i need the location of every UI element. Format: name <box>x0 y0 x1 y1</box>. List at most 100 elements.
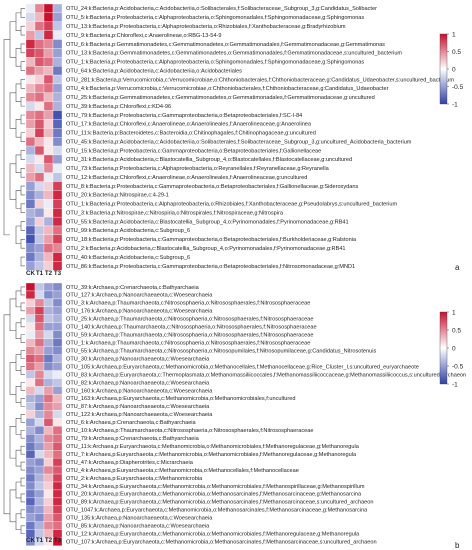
heatmap-cell <box>52 338 63 347</box>
heatmap-cell <box>25 154 36 164</box>
colorbar <box>439 311 448 385</box>
heatmap-cell <box>34 66 45 76</box>
colorbar-tick-label: -0.5 <box>452 364 464 371</box>
heatmap-cell <box>52 386 63 395</box>
heatmap-cell <box>52 330 63 339</box>
heatmap-cell <box>52 442 63 451</box>
row-label: OTU_17:k:Bacteria,p:Chloroflexi,c:Anaero… <box>66 122 312 128</box>
heatmap-cell <box>34 57 45 67</box>
heatmap-cell <box>25 442 36 451</box>
heatmap-cell <box>34 39 45 49</box>
row-label: OTU_140:k:Archaea,p:Thaumarchaeota,c:Nit… <box>66 325 317 331</box>
row-label: OTU_13:k:Bacteria,p:Gemmatimonadetes,c:G… <box>66 51 402 57</box>
row-label: OTU_87:k:Archaea,p:Nanoarchaeaeota,c:Woe… <box>66 404 210 410</box>
heatmap-cell <box>52 137 63 147</box>
colorbar-tick-label: -1 <box>452 102 458 109</box>
heatmap-cell <box>25 346 36 355</box>
row-label: OTU_7:k:Archaea,p:Euryarchaeota,c:Methan… <box>66 452 357 458</box>
heatmap-cell <box>34 489 45 499</box>
heatmap-cell <box>43 394 54 403</box>
heatmap-cell <box>52 39 63 49</box>
heatmap-cell <box>34 83 45 93</box>
row-label: OTU_107:k:Archaea,p:Euryarchaeota,c:Meth… <box>66 540 377 546</box>
heatmap-cell <box>25 199 36 209</box>
row-label: OTU_34:k:Archaea,p:Euryarchaeota,c:Metha… <box>66 484 365 490</box>
heatmap-cell <box>52 450 63 459</box>
row-label: OTU_12:k:Bacteria,p:Chloroflexi,c:Anaero… <box>66 175 307 181</box>
heatmap-cell <box>34 354 45 363</box>
heatmap-cell <box>34 243 45 253</box>
heatmap-cell <box>52 199 63 209</box>
heatmap-cell <box>34 74 45 85</box>
heatmap-cell <box>52 154 63 164</box>
heatmap-cell <box>34 101 45 111</box>
heatmap-cell <box>52 216 63 227</box>
heatmap-cell <box>52 282 63 292</box>
heatmap-cell <box>25 92 36 102</box>
heatmap-cell <box>34 314 45 323</box>
heatmap-cell <box>34 434 45 443</box>
heatmap-cell <box>43 252 54 262</box>
heatmap-cell <box>25 181 36 191</box>
heatmap-cell <box>25 234 36 244</box>
heatmap-cell <box>34 128 45 138</box>
heatmap-cell <box>52 346 63 355</box>
heatmap-cell <box>25 322 36 331</box>
row-label: OTU_6:k:Archaea,p:Crenarchaeota,c:Bathya… <box>66 420 197 426</box>
heatmap-cell <box>34 12 45 22</box>
row-label: OTU_64:k:Bacteria,p:Acidobacteria,c:Acid… <box>66 68 242 74</box>
colorbar-tick-label: 0 <box>452 67 456 74</box>
colorbar-tick-label: 0.5 <box>452 328 461 335</box>
heatmap-cell <box>34 137 45 147</box>
heatmap-cell <box>52 434 63 443</box>
heatmap-cell <box>25 66 36 76</box>
row-label: OTU_2:k:Bacteria,p:Acidobacteria,c:Blast… <box>66 246 346 252</box>
heatmap-cell <box>25 101 36 111</box>
heatmap-panel-a: OTU_24:k:Bacteria,p:Acidobacteria,c:Acid… <box>3 3 464 277</box>
heatmap-cell <box>34 92 45 102</box>
column-label: T3 <box>54 270 62 277</box>
row-label: OTU_13:k:Bacteria,p:Proteobacteria,c:Alp… <box>66 24 346 30</box>
heatmap-cell <box>34 481 45 491</box>
heatmap-cell <box>43 216 54 227</box>
heatmap-cell <box>43 57 54 67</box>
row-label: OTU_10:k:Archaea,p:Thaumarchaeota,c:Nitr… <box>66 428 314 434</box>
row-label: OTU_8:k:Bacteria,p:Proteobacteria,c:Gamm… <box>66 184 358 190</box>
heatmap-cell <box>43 21 54 31</box>
column-label: CK <box>26 537 35 544</box>
heatmap-cell <box>25 362 36 371</box>
row-label: OTU_122:k:Archaea,p:Nanoarchaeaeota,c:Wo… <box>66 412 213 418</box>
heatmap-cell <box>43 314 54 323</box>
heatmap-cell <box>52 362 63 371</box>
heatmap-cell <box>25 489 36 499</box>
heatmap-cell <box>34 290 45 300</box>
heatmap-cell <box>52 370 63 379</box>
heatmap-cell <box>52 489 63 499</box>
heatmap-cell <box>25 330 36 339</box>
heatmap-cell <box>34 163 45 173</box>
colorbar-tick-label: 0 <box>452 346 456 353</box>
row-label: OTU_82:k:Archaea,p:Nanoarchaeaeota,c:Woe… <box>66 380 210 386</box>
heatmap-cell <box>52 57 63 67</box>
heatmap-cell <box>43 513 54 522</box>
heatmap-cell <box>43 410 54 419</box>
column-label: T2 <box>45 270 53 277</box>
row-label: OTU_3:k:Archaea,p:Thaumarchaeota,c:Nitro… <box>66 301 310 307</box>
heatmap-cell <box>25 505 36 514</box>
heatmap-cell <box>34 410 45 419</box>
heatmap-cell <box>34 418 45 427</box>
heatmap-cell <box>25 426 36 435</box>
heatmap-cell <box>34 21 45 31</box>
row-label: OTU_45:k:Bacteria,p:Acidobacteria,c:Acid… <box>66 139 412 145</box>
heatmap-cell <box>43 110 54 120</box>
heatmap-cell <box>25 39 36 49</box>
heatmap-cell <box>52 163 63 173</box>
panel-letter: a <box>455 263 460 272</box>
row-label: OTU_176:k:Archaea,p:Nanoarchaeaeota,c:Wo… <box>66 309 213 315</box>
row-label: OTU_160:k:Archaea,p:Nanoarchaeaeota,c:Wo… <box>66 388 213 394</box>
heatmap-cell <box>25 48 36 58</box>
heatmap-cell <box>34 216 45 227</box>
heatmap-cell <box>43 378 54 387</box>
row-label: OTU_25:k:Archaea,p:Thaumarchaeota,c:Nitr… <box>66 317 314 323</box>
